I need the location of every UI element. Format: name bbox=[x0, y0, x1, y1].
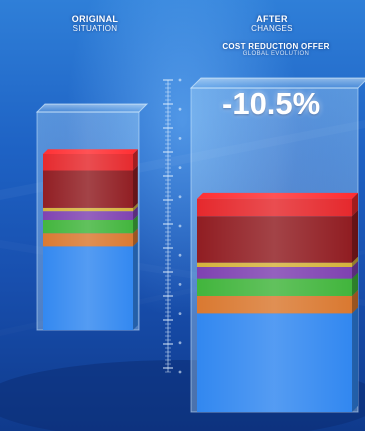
header-after-title: AFTER bbox=[256, 14, 288, 24]
header-original-subtitle: SITUATION bbox=[72, 24, 118, 33]
ruler-mark bbox=[178, 224, 182, 228]
ruler-mark bbox=[178, 166, 182, 170]
bar-original bbox=[35, 103, 149, 331]
header-original: ORIGINAL SITUATION bbox=[55, 14, 135, 33]
bars-group bbox=[35, 77, 365, 413]
ruler-mark bbox=[178, 78, 182, 82]
ruler-mark bbox=[178, 137, 182, 140]
ruler-mark bbox=[178, 107, 182, 111]
offer-subtitle: GLOBAL EVOLUTION bbox=[242, 51, 310, 57]
ruler-mark bbox=[178, 253, 182, 257]
reduction-percentage-label: -10.5% bbox=[222, 86, 321, 121]
glass-shine bbox=[37, 112, 139, 330]
header-after-subtitle: CHANGES bbox=[251, 24, 293, 33]
offer-caption: COST REDUCTION OFFER GLOBAL EVOLUTION bbox=[196, 42, 356, 57]
header-after: AFTER CHANGES bbox=[232, 14, 312, 33]
glass-container-top bbox=[35, 103, 149, 113]
glass-shine bbox=[191, 88, 358, 412]
ruler-mark bbox=[178, 370, 182, 374]
header-original-title: ORIGINAL bbox=[71, 14, 119, 24]
bar-after bbox=[189, 77, 365, 413]
ruler-mark bbox=[178, 341, 182, 345]
center-ruler bbox=[163, 78, 182, 374]
ruler-mark bbox=[178, 283, 182, 286]
ruler-mark bbox=[178, 312, 182, 315]
ruler-mark bbox=[178, 195, 182, 199]
offer-title: COST REDUCTION OFFER bbox=[222, 42, 330, 51]
